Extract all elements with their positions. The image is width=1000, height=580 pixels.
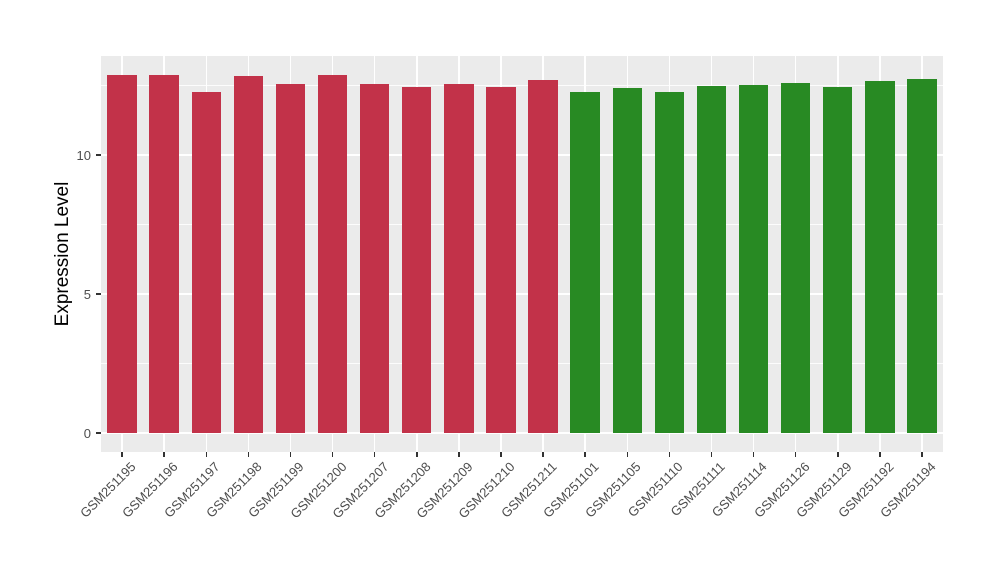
x-axis-tick-mark — [710, 452, 713, 457]
bar-GSM251105 — [612, 88, 642, 433]
y-axis-tick-label: 0 — [83, 425, 91, 441]
x-axis-tick-mark — [416, 452, 418, 457]
bar-GSM251207 — [359, 84, 390, 433]
x-axis-tick-mark — [500, 452, 502, 457]
gridline-horizontal-minor — [101, 85, 943, 86]
bar-GSM251192 — [865, 81, 895, 433]
y-axis-tick-mark — [96, 432, 101, 434]
x-axis-tick-mark — [163, 452, 165, 457]
y-axis-tick-mark — [96, 293, 101, 295]
bar-GSM251198 — [233, 76, 264, 433]
x-axis-tick-mark — [837, 452, 839, 457]
x-axis-tick-mark — [205, 452, 207, 457]
x-axis-tick-mark — [626, 452, 628, 457]
x-axis-tick-mark — [668, 452, 671, 457]
x-axis-tick-mark — [331, 452, 334, 457]
bar-GSM251211 — [528, 80, 558, 433]
x-axis-tick-mark — [752, 452, 755, 457]
gridline-horizontal-major — [101, 432, 943, 434]
gridline-horizontal-minor — [101, 363, 943, 364]
x-axis-tick-mark — [458, 452, 460, 457]
bar-GSM251209 — [444, 84, 474, 433]
y-axis-tick-label: 10 — [76, 147, 91, 163]
x-axis-tick-mark — [542, 452, 544, 457]
bar-GSM251195 — [107, 74, 137, 433]
bar-GSM251111 — [696, 85, 727, 433]
bar-GSM251197 — [191, 91, 221, 433]
x-axis-tick-mark — [794, 452, 797, 457]
x-axis-tick-mark — [584, 452, 586, 457]
bar-GSM251199 — [275, 84, 306, 433]
gridline-horizontal-minor — [101, 224, 943, 225]
gridline-horizontal-major — [101, 293, 943, 295]
bar-GSM251114 — [738, 84, 769, 433]
x-axis-tick-mark — [289, 452, 292, 457]
x-axis-tick-mark — [879, 452, 881, 457]
x-axis-tick-mark — [373, 452, 376, 457]
gridline-horizontal-major — [101, 154, 943, 156]
bar-GSM251129 — [823, 86, 853, 433]
y-axis-tick-mark — [96, 154, 101, 156]
y-axis-title: Expression Level — [52, 181, 73, 327]
bar-GSM251208 — [402, 86, 432, 433]
bar-GSM251110 — [654, 92, 685, 433]
bar-GSM251194 — [907, 78, 937, 433]
bar-GSM251101 — [570, 92, 600, 433]
x-axis-tick-mark — [921, 452, 923, 457]
x-axis-tick-mark — [247, 452, 250, 457]
bar-GSM251196 — [149, 74, 179, 433]
plot-panel — [101, 56, 943, 452]
bar-GSM251210 — [486, 86, 516, 433]
y-axis-tick-label: 5 — [83, 286, 91, 302]
bar-GSM251200 — [317, 74, 348, 433]
x-axis-tick-mark — [121, 452, 123, 457]
bar-GSM251126 — [780, 82, 811, 433]
